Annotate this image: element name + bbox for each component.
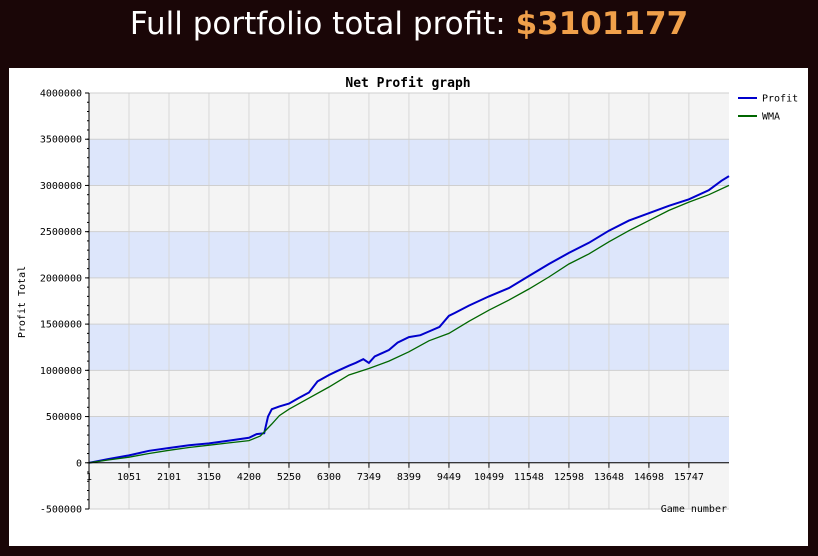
legend-label-wma: WMA	[762, 112, 780, 123]
y-axis-label: Profit Total	[17, 266, 28, 338]
total-profit-label: Full portfolio total profit:	[129, 6, 506, 42]
x-tick-label: 11548	[514, 472, 544, 483]
x-tick-label: 6300	[317, 472, 341, 483]
grid-lines	[88, 92, 729, 510]
x-tick-label: 12598	[554, 472, 584, 483]
legend-label-profit: Profit	[762, 94, 798, 105]
series-line-profit	[88, 175, 730, 464]
x-tick-label: 1	[86, 472, 92, 483]
x-tick-label: 8399	[397, 472, 421, 483]
chart-title: Net Profit graph	[345, 76, 470, 91]
y-tick-label: 2000000	[40, 273, 82, 284]
y-tick-label: 1000000	[40, 366, 82, 377]
y-tick-label: 3500000	[40, 135, 82, 146]
y-tick-label: -500000	[40, 505, 82, 516]
tick-labels: 4000000350000030000002500000200000015000…	[40, 89, 704, 516]
y-tick-label: 4000000	[40, 89, 82, 100]
x-axis-label: Game number	[661, 504, 727, 515]
y-tick-label: 500000	[46, 412, 82, 423]
net-profit-chart: 4000000350000030000002500000200000015000…	[17, 76, 798, 516]
series-lines	[88, 175, 730, 464]
y-tick-label: 3000000	[40, 181, 82, 192]
x-tick-label: 7349	[357, 472, 381, 483]
portfolio-summary-header: Full portfolio total profit: $3101177	[0, 0, 818, 52]
y-tick-label: 0	[76, 458, 82, 469]
y-tick-label: 1500000	[40, 320, 82, 331]
x-tick-label: 5250	[277, 472, 301, 483]
x-tick-label: 4200	[237, 472, 261, 483]
x-tick-label: 15747	[674, 472, 704, 483]
y-tick-label: 2500000	[40, 227, 82, 238]
x-tick-label: 10499	[474, 472, 504, 483]
net-profit-chart-panel: 4000000 3500000 3000000 2500000 2000000 15000…	[9, 68, 808, 546]
x-tick-label: 14698	[634, 472, 664, 483]
x-tick-label: 1051	[117, 472, 141, 483]
series-line-wma	[88, 184, 730, 464]
x-tick-label: 13648	[594, 472, 624, 483]
x-tick-label: 3150	[197, 472, 221, 483]
total-profit-amount: $3101177	[515, 6, 689, 42]
x-tick-label: 2101	[157, 472, 181, 483]
x-tick-label: 9449	[437, 472, 461, 483]
chart-legend: Profit WMA	[738, 94, 798, 123]
